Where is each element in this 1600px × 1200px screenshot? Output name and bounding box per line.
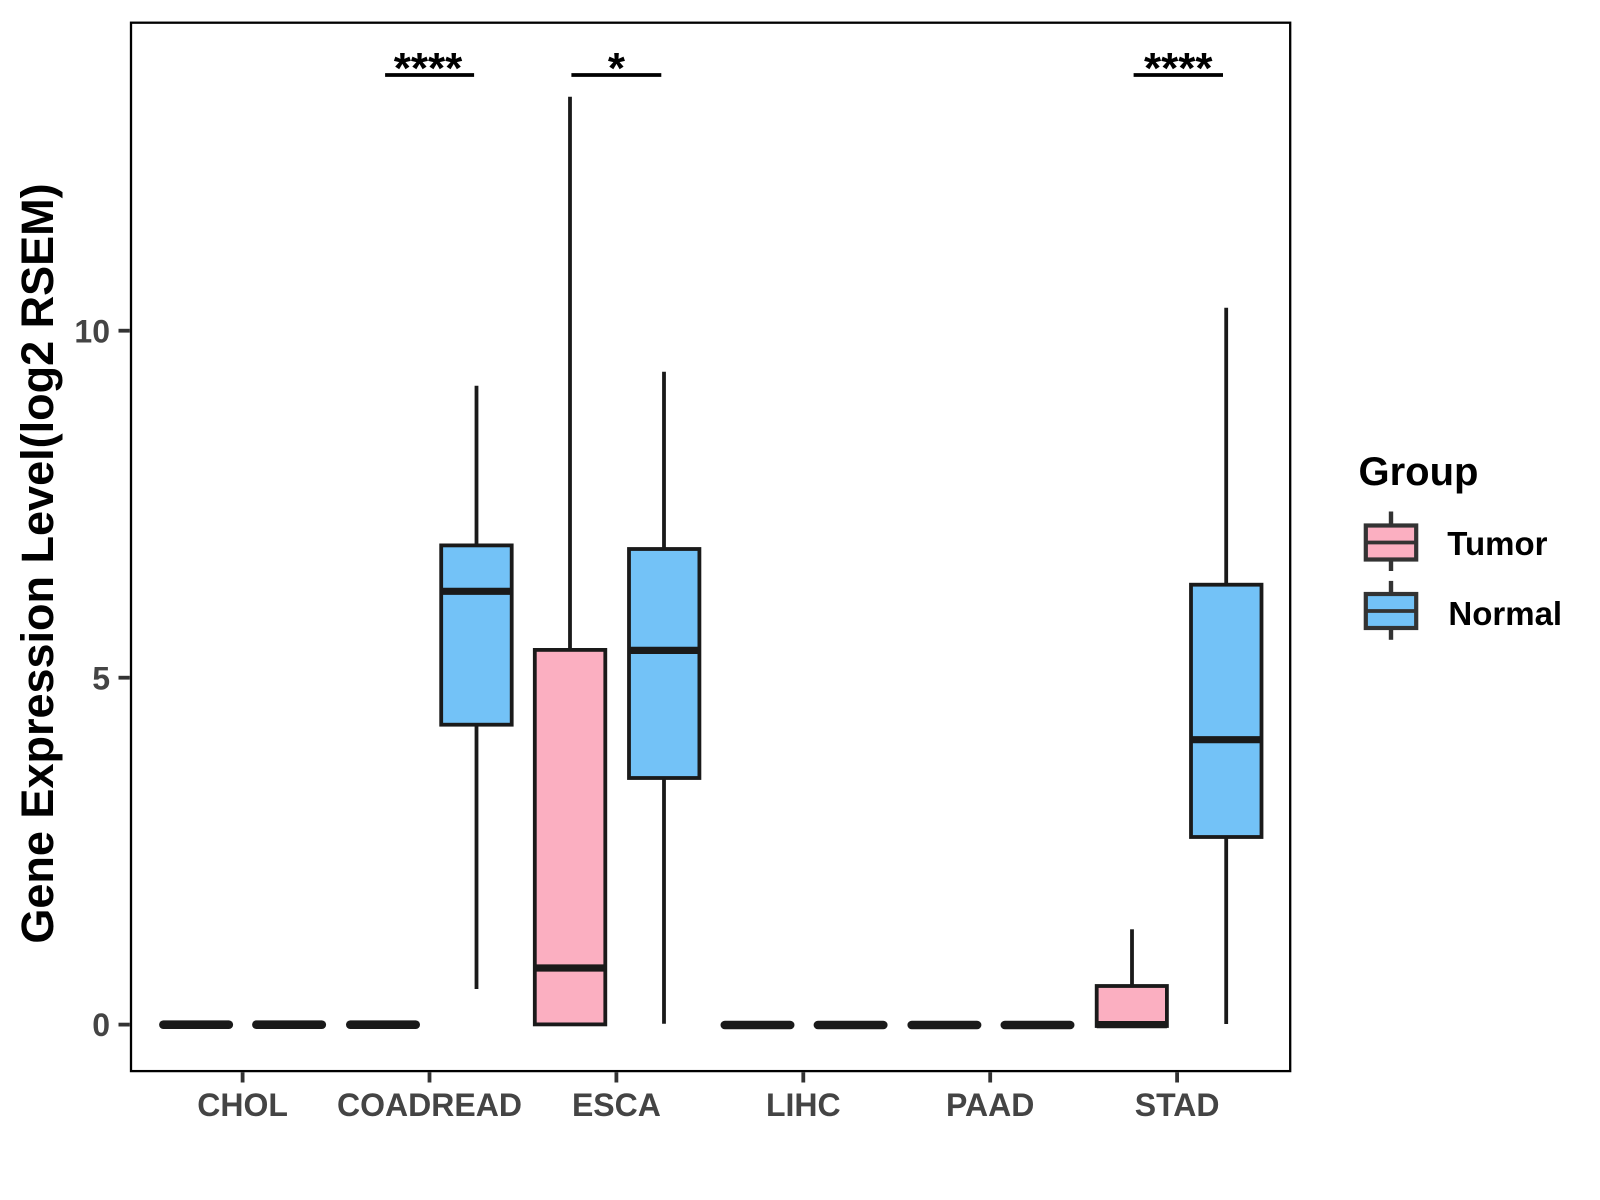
svg-text:*: * — [608, 44, 626, 93]
svg-text:STAD: STAD — [1135, 1087, 1220, 1123]
svg-text:CHOL: CHOL — [197, 1087, 288, 1123]
svg-text:Normal: Normal — [1448, 595, 1562, 632]
svg-text:LIHC: LIHC — [766, 1087, 841, 1123]
svg-text:Gene Expression Level(log2 RSE: Gene Expression Level(log2 RSEM) — [12, 183, 63, 943]
svg-text:****: **** — [394, 44, 463, 93]
svg-text:COADREAD: COADREAD — [337, 1087, 522, 1123]
svg-text:0: 0 — [92, 1007, 110, 1043]
svg-text:PAAD: PAAD — [946, 1087, 1034, 1123]
svg-text:ESCA: ESCA — [572, 1087, 661, 1123]
svg-text:****: **** — [1144, 44, 1213, 93]
svg-text:10: 10 — [74, 313, 110, 349]
svg-text:5: 5 — [92, 660, 110, 696]
svg-text:Tumor: Tumor — [1447, 525, 1547, 562]
svg-text:Group: Group — [1359, 450, 1479, 494]
